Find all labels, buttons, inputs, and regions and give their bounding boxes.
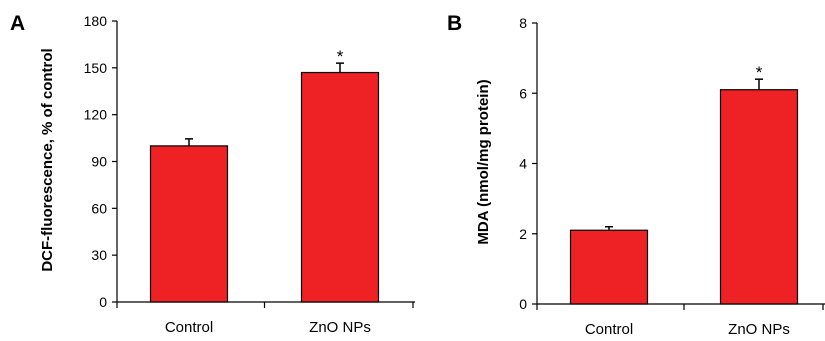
panel-a-y-tick-label: 150 <box>84 60 108 76</box>
panel-a-significance-star: * <box>337 47 344 66</box>
panel-b-y-tick-label: 4 <box>519 156 527 172</box>
panel-a-y-tick-label: 120 <box>84 107 108 123</box>
panel-a-plot: 0 30 60 90 120 150 180 Control * ZnO NPs <box>84 13 415 336</box>
chart-panel-b: B MDA (nmol/mg protein) 0 2 4 6 8 Control * ZnO… <box>447 12 825 338</box>
panel-b-y-tick-label: 0 <box>519 296 527 312</box>
panel-a-x-tick-label: ZnO NPs <box>309 319 371 336</box>
panel-a-y-tick-label: 0 <box>99 294 107 310</box>
panel-a-bar <box>149 145 229 303</box>
panel-b-plot: 0 2 4 6 8 Control * ZnO NPs <box>519 15 825 338</box>
panel-a-y-tick-label: 90 <box>91 154 107 170</box>
panel-b-significance-star: * <box>756 63 763 82</box>
panel-a-x-tick-label: Control <box>165 319 213 336</box>
panel-a-y-tick-label: 60 <box>91 200 107 216</box>
chart-panel-a: A DCF-fluorescence, % of control 0 30 60 90… <box>10 12 415 336</box>
panel-b-x-tick-label: ZnO NPs <box>728 321 790 338</box>
panel-a-y-tick-label: 180 <box>84 13 108 29</box>
panel-b-y-tick-label: 6 <box>519 85 527 101</box>
panel-b-y-tick-label: 2 <box>519 226 527 242</box>
panel-b-y-tick-label: 8 <box>519 15 527 31</box>
panel-a-y-tick-label: 30 <box>91 247 107 263</box>
panel-b-label: B <box>447 12 462 35</box>
panel-a-y-axis-label: DCF-fluorescence, % of control <box>39 48 56 271</box>
panel-b-bar <box>719 89 799 305</box>
panel-b-y-axis-label: MDA (nmol/mg protein) <box>475 79 492 244</box>
panel-a-label: A <box>10 12 25 35</box>
panel-a-bar <box>300 71 380 303</box>
panel-b-x-tick-label: Control <box>585 321 633 338</box>
panel-b-bar <box>569 229 649 305</box>
